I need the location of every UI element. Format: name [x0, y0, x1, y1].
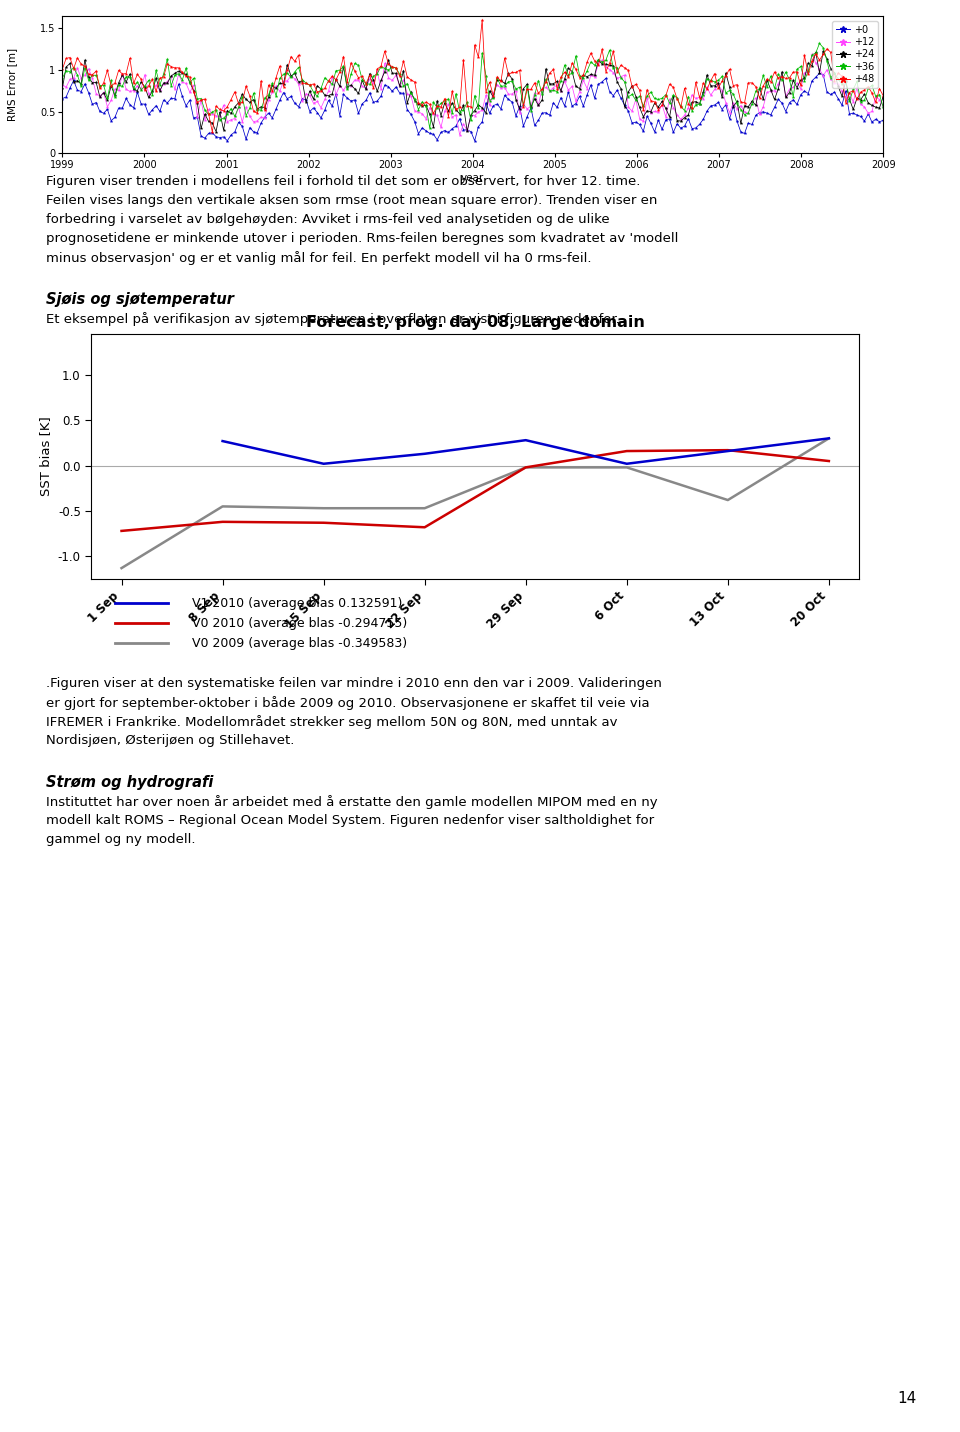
Text: V0 2010 (average blas -0.294755): V0 2010 (average blas -0.294755) — [192, 617, 407, 630]
Text: Et eksempel på verifikasjon av sjøtemperaturen i overflaten er vist i figuren ne: Et eksempel på verifikasjon av sjøtemper… — [46, 312, 620, 326]
Legend: +0, +12, +24, +36, +48: +0, +12, +24, +36, +48 — [831, 20, 878, 89]
Text: IFREMER i Frankrike. Modellområdet strekker seg mellom 50N og 80N, med unntak av: IFREMER i Frankrike. Modellområdet strek… — [46, 715, 617, 729]
Text: modell kalt ROMS – Regional Ocean Model System. Figuren nedenfor viser saltholdi: modell kalt ROMS – Regional Ocean Model … — [46, 813, 654, 828]
Text: Sjøis og sjøtemperatur: Sjøis og sjøtemperatur — [46, 292, 234, 306]
Text: er gjort for september-oktober i både 2009 og 2010. Observasjonene er skaffet ti: er gjort for september-oktober i både 20… — [46, 696, 650, 710]
Text: 14: 14 — [898, 1392, 917, 1406]
Text: Nordisjøen, Østerijøen og Stillehavet.: Nordisjøen, Østerijøen og Stillehavet. — [46, 735, 295, 748]
Y-axis label: RMS Error [m]: RMS Error [m] — [8, 47, 17, 122]
X-axis label: year: year — [461, 173, 485, 183]
Text: Strøm og hydrografi: Strøm og hydrografi — [46, 775, 213, 790]
Text: V0 2009 (average blas -0.349583): V0 2009 (average blas -0.349583) — [192, 637, 407, 650]
Text: gammel og ny modell.: gammel og ny modell. — [46, 833, 196, 846]
Text: Feilen vises langs den vertikale aksen som rmse (root mean square error). Trende: Feilen vises langs den vertikale aksen s… — [46, 193, 658, 208]
Text: Instituttet har over noen år arbeidet med å erstatte den gamle modellen MIPOM me: Instituttet har over noen år arbeidet me… — [46, 795, 658, 809]
Y-axis label: SST bias [K]: SST bias [K] — [39, 417, 52, 497]
Text: V1 2010 (average blas 0.132591): V1 2010 (average blas 0.132591) — [192, 597, 402, 610]
Text: minus observasjon' og er et vanlig mål for feil. En perfekt modell vil ha 0 rms-: minus observasjon' og er et vanlig mål f… — [46, 251, 591, 265]
Text: Figuren viser trenden i modellens feil i forhold til det som er observert, for h: Figuren viser trenden i modellens feil i… — [46, 175, 640, 188]
Title: Forecast, prog. day 08, Large domain: Forecast, prog. day 08, Large domain — [306, 315, 644, 329]
Text: forbedring i varselet av bølgehøyden: Avviket i rms-feil ved analysetiden og de : forbedring i varselet av bølgehøyden: Av… — [46, 213, 610, 226]
Text: prognosetidene er minkende utover i perioden. Rms-feilen beregnes som kvadratet : prognosetidene er minkende utover i peri… — [46, 232, 679, 245]
Text: .Figuren viser at den systematiske feilen var mindre i 2010 enn den var i 2009. : .Figuren viser at den systematiske feile… — [46, 677, 662, 690]
